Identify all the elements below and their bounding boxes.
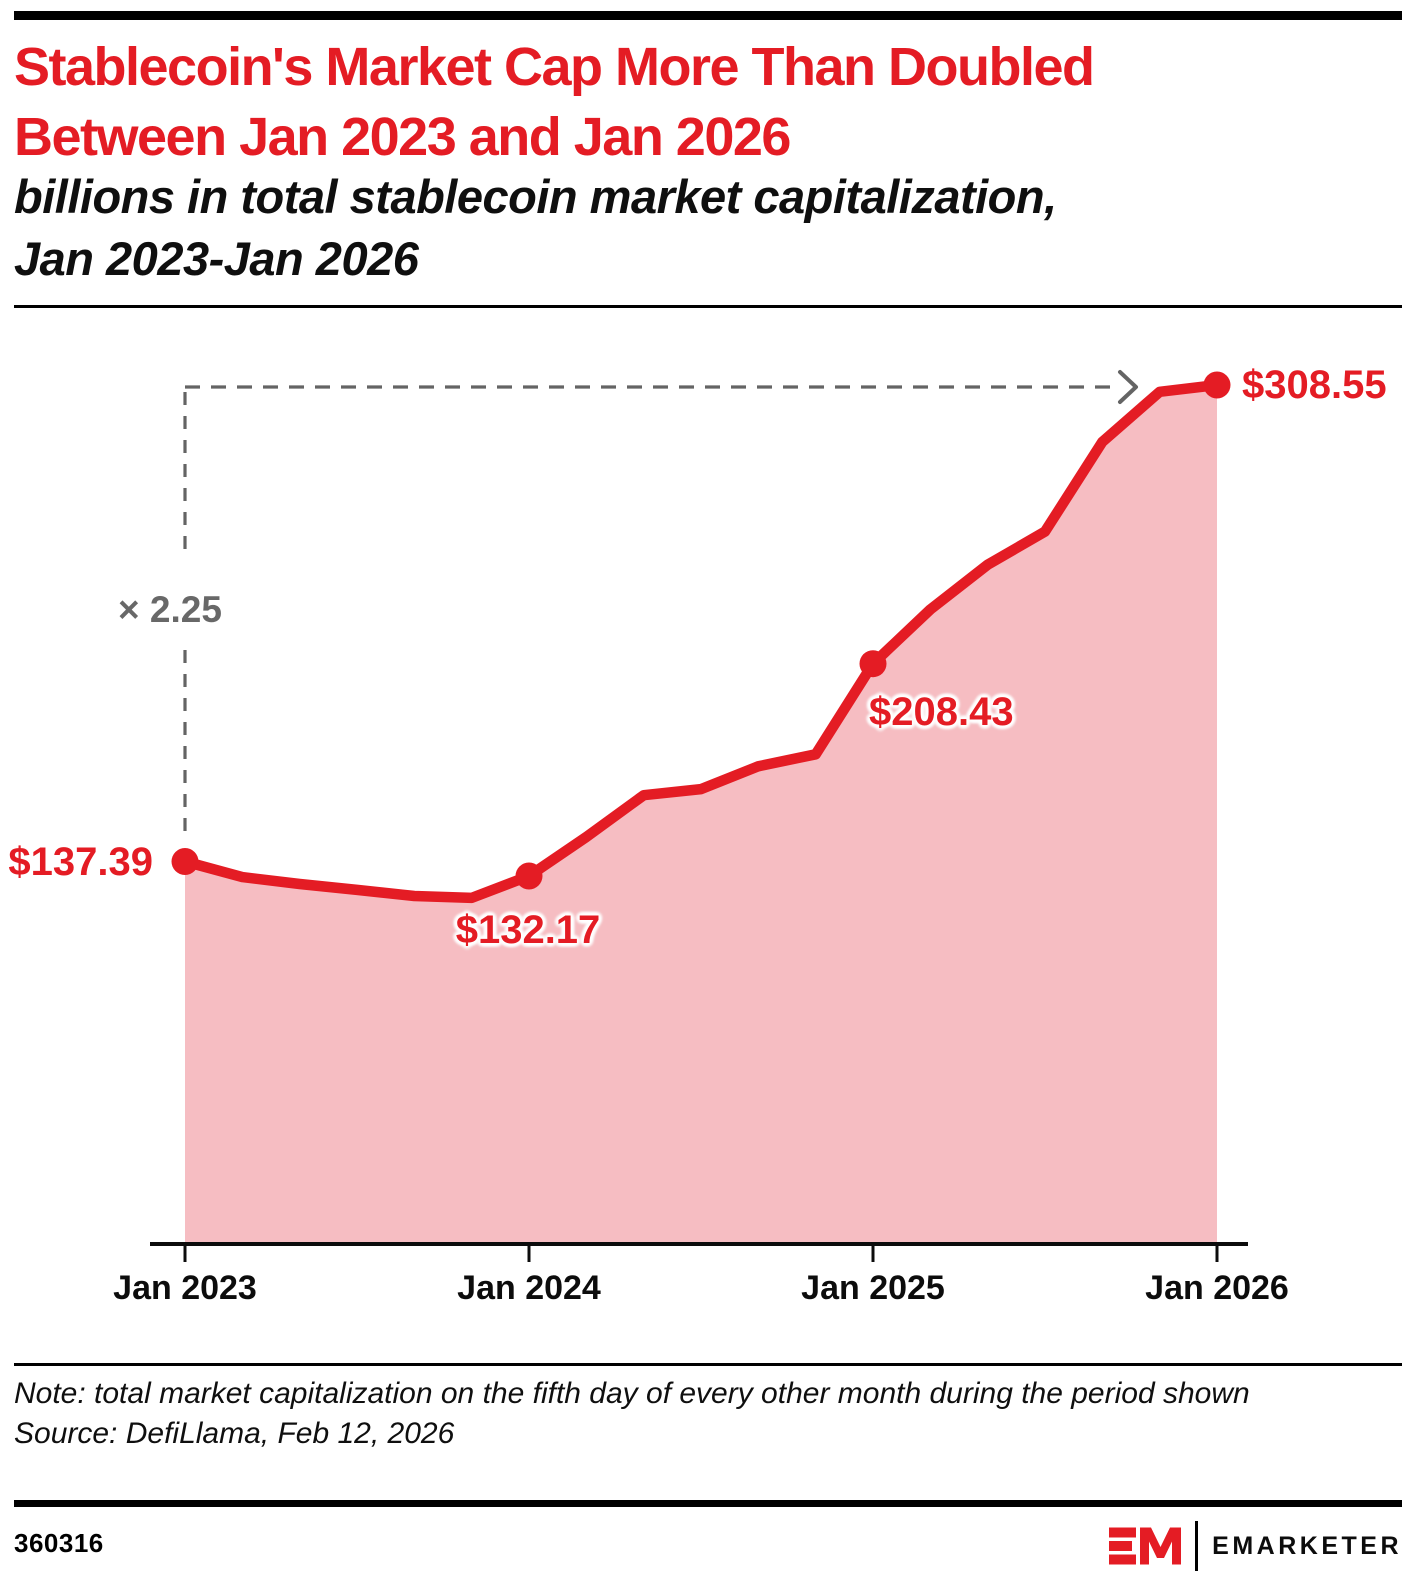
note-divider: [14, 1363, 1402, 1366]
footnote-block: Note: total market capitalization on the…: [14, 1374, 1406, 1454]
emarketer-logo: EMARKETER: [1109, 1520, 1402, 1572]
trend-line: [179, 379, 1223, 904]
header-divider: [14, 305, 1402, 308]
x-axis-label-jan-2023: Jan 2023: [113, 1269, 257, 1307]
chart-title-line-1: Stablecoin's Market Cap More Than Double…: [14, 37, 1095, 97]
x-axis-label-jan-2024: Jan 2024: [457, 1269, 601, 1307]
value-label-jan-2024: $132.17: [455, 908, 601, 952]
chart-subtitle: billions in total stablecoin market capi…: [14, 166, 1406, 290]
top-accent-bar: [14, 11, 1402, 20]
chart-id: 360316: [14, 1528, 104, 1558]
chart-title: Stablecoin's Market Cap More Than Double…: [14, 32, 1406, 172]
chart-source: Source: DefiLlama, Feb 12, 2026: [14, 1417, 455, 1450]
chart-note: Note: total market capitalization on the…: [14, 1377, 1250, 1410]
chart-subtitle-line-1: billions in total stablecoin market capi…: [14, 170, 1057, 223]
chart-title-line-2: Between Jan 2023 and Jan 2026: [14, 107, 791, 167]
data-point-marker-jan-2024: [515, 862, 543, 890]
data-point-marker-jan-2026: [1203, 371, 1231, 399]
area-fill: [185, 385, 1217, 1244]
data-point-marker-jan-2025: [859, 650, 887, 678]
value-label-jan-2023: $137.39: [8, 840, 153, 884]
data-point-marker-jan-2023: [171, 848, 199, 875]
emarketer-wordmark: EMARKETER: [1212, 1531, 1402, 1560]
value-label-jan-2025: $208.43: [869, 690, 1014, 734]
footer-bar: [14, 1500, 1402, 1507]
multiplier-label: × 2.25: [118, 589, 222, 630]
x-axis-label-jan-2025: Jan 2025: [801, 1269, 945, 1307]
logo-divider: [1195, 1521, 1199, 1571]
arrow-head-icon: [1118, 370, 1138, 404]
x-axis-label-jan-2026: Jan 2026: [1145, 1269, 1289, 1307]
em-logomark-icon: [1109, 1527, 1182, 1565]
chart-subtitle-line-2: Jan 2023-Jan 2026: [14, 232, 419, 285]
value-label-jan-2026: $308.55: [1242, 363, 1387, 407]
